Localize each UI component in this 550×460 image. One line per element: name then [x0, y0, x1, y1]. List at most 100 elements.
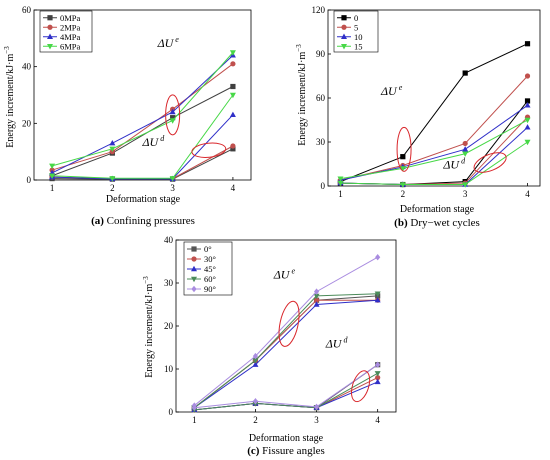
point-a-0-d-3 [230, 146, 236, 152]
xtick-label-c-3: 4 [375, 415, 380, 425]
caption-b: (b) Dry−wet cycles [394, 217, 480, 229]
xtick-label-c-0: 1 [192, 415, 197, 425]
point-c-2-d-3 [374, 378, 381, 385]
point-c-1-e-2 [313, 297, 320, 303]
legend-label-b-2: 10 [354, 32, 363, 42]
ylabel-b-text: Energy increment/kJ·m [297, 52, 308, 146]
ellipse-a-0 [165, 94, 181, 136]
xtick-label-a-0: 1 [50, 183, 55, 193]
xlabel-b: Deformation stage [400, 204, 475, 215]
ylabel-b-exp: −3 [295, 44, 303, 52]
point-b-3-d-1 [399, 182, 406, 188]
point-c-4-d-0 [191, 404, 197, 411]
legend-marker-c-3 [191, 276, 197, 283]
ellipse-b-1 [473, 152, 507, 173]
series-line-a-1-e [51, 63, 234, 171]
caption-b-text: Dry−wet cycles [408, 217, 480, 229]
point-a-3-d-3 [229, 92, 236, 99]
series-line-a-0-e [51, 86, 234, 177]
ytick-label-a-0: 0 [27, 175, 32, 185]
ellipse-b-0 [396, 126, 412, 172]
ytick-label-b-4: 120 [312, 5, 326, 15]
point-b-2-d-3 [524, 124, 531, 130]
point-c-3-e-3 [374, 291, 381, 297]
ytick-label-c-0: 0 [169, 407, 174, 417]
xtick-label-b-3: 4 [525, 189, 530, 199]
point-b-3-d-3 [524, 139, 531, 146]
legend-label-b-3: 15 [354, 41, 363, 51]
legend-marker-a-1 [47, 24, 53, 30]
ellipse-c-0 [278, 300, 300, 347]
ytick-label-b-3: 90 [316, 49, 326, 59]
annotation-a-1-sup: d [160, 134, 165, 143]
series-line-b-0-d [340, 100, 528, 186]
legend-marker-b-3 [341, 44, 347, 50]
ytick-label-b-0: 0 [321, 181, 326, 191]
point-a-2-e-1 [109, 139, 116, 146]
point-c-4-e-2 [313, 288, 320, 295]
axes-frame-a [33, 9, 252, 181]
point-b-3-d-0 [337, 180, 344, 187]
legend-marker-c-4 [191, 285, 197, 293]
annotation-c-0-label: ΔU [273, 268, 291, 282]
legend-label-c-3: 60° [204, 274, 216, 284]
legend-marker-c-0 [191, 246, 197, 252]
legend-marker-b-2 [341, 33, 347, 39]
caption-a-text: Confining pressures [104, 215, 195, 227]
ylabel-c-exp: −3 [142, 276, 150, 284]
point-a-2-e-2 [169, 108, 176, 115]
series-line-a-0-d [52, 148, 234, 180]
ylabel-a-text: Energy increment/kJ·m [5, 54, 16, 148]
point-a-3-d-2 [169, 176, 176, 182]
ytick-label-a-2: 40 [22, 62, 32, 72]
series-line-b-2-d [340, 126, 528, 186]
point-b-0-e-3 [524, 41, 531, 47]
series-line-c-4-d [194, 364, 378, 409]
point-b-3-e-3 [524, 117, 531, 124]
point-c-4-d-1 [252, 398, 259, 405]
legend-label-c-0: 0° [204, 244, 212, 254]
annotation-a-0: ΔU e [157, 35, 180, 50]
legend-label-c-1: 30° [204, 254, 216, 264]
point-b-1-e-3 [524, 73, 531, 79]
point-c-1-d-3 [375, 375, 381, 381]
legend-marker-a-0 [47, 15, 53, 21]
point-c-4-e-3 [375, 254, 381, 261]
annotation-a-1: ΔU d [142, 134, 166, 149]
point-b-2-e-2 [462, 146, 469, 152]
caption-c-text: Fissure angles [259, 445, 324, 457]
legend-label-a-3: 6MPa [60, 41, 81, 51]
xtick-label-b-0: 1 [338, 189, 343, 199]
point-a-0-e-3 [230, 83, 236, 90]
legend-marker-c-2 [191, 265, 197, 272]
annotation-b-1: ΔU d [442, 156, 466, 171]
annotation-a-0-sup: e [175, 35, 179, 44]
annotation-b-1-sup: d [461, 156, 466, 165]
caption-c-letter: (c) [247, 445, 260, 457]
series-line-a-2-d [52, 114, 234, 180]
legend-label-c-2: 45° [204, 264, 216, 274]
series-line-a-3-e [51, 52, 234, 167]
point-b-0-d-3 [524, 98, 531, 104]
annotation-c-1: ΔU d [325, 336, 349, 351]
xtick-label-b-1: 2 [401, 189, 406, 199]
series-line-a-2-e [51, 54, 234, 174]
point-a-1-d-3 [230, 143, 236, 149]
legend-label-a-2: 4MPa [60, 32, 81, 42]
point-a-0-e-2 [170, 115, 176, 121]
ytick-label-c-2: 20 [164, 321, 174, 331]
point-b-3-e-2 [462, 151, 469, 157]
ytick-label-a-3: 60 [22, 5, 32, 15]
series-line-c-3-e [194, 293, 378, 409]
point-b-1-e-2 [462, 140, 468, 147]
ylabel-a: Energy increment/kJ·m−3 [3, 46, 16, 148]
point-c-4-d-2 [313, 403, 320, 411]
point-c-2-e-2 [313, 301, 320, 307]
annotation-c-0: ΔU e [273, 267, 296, 282]
